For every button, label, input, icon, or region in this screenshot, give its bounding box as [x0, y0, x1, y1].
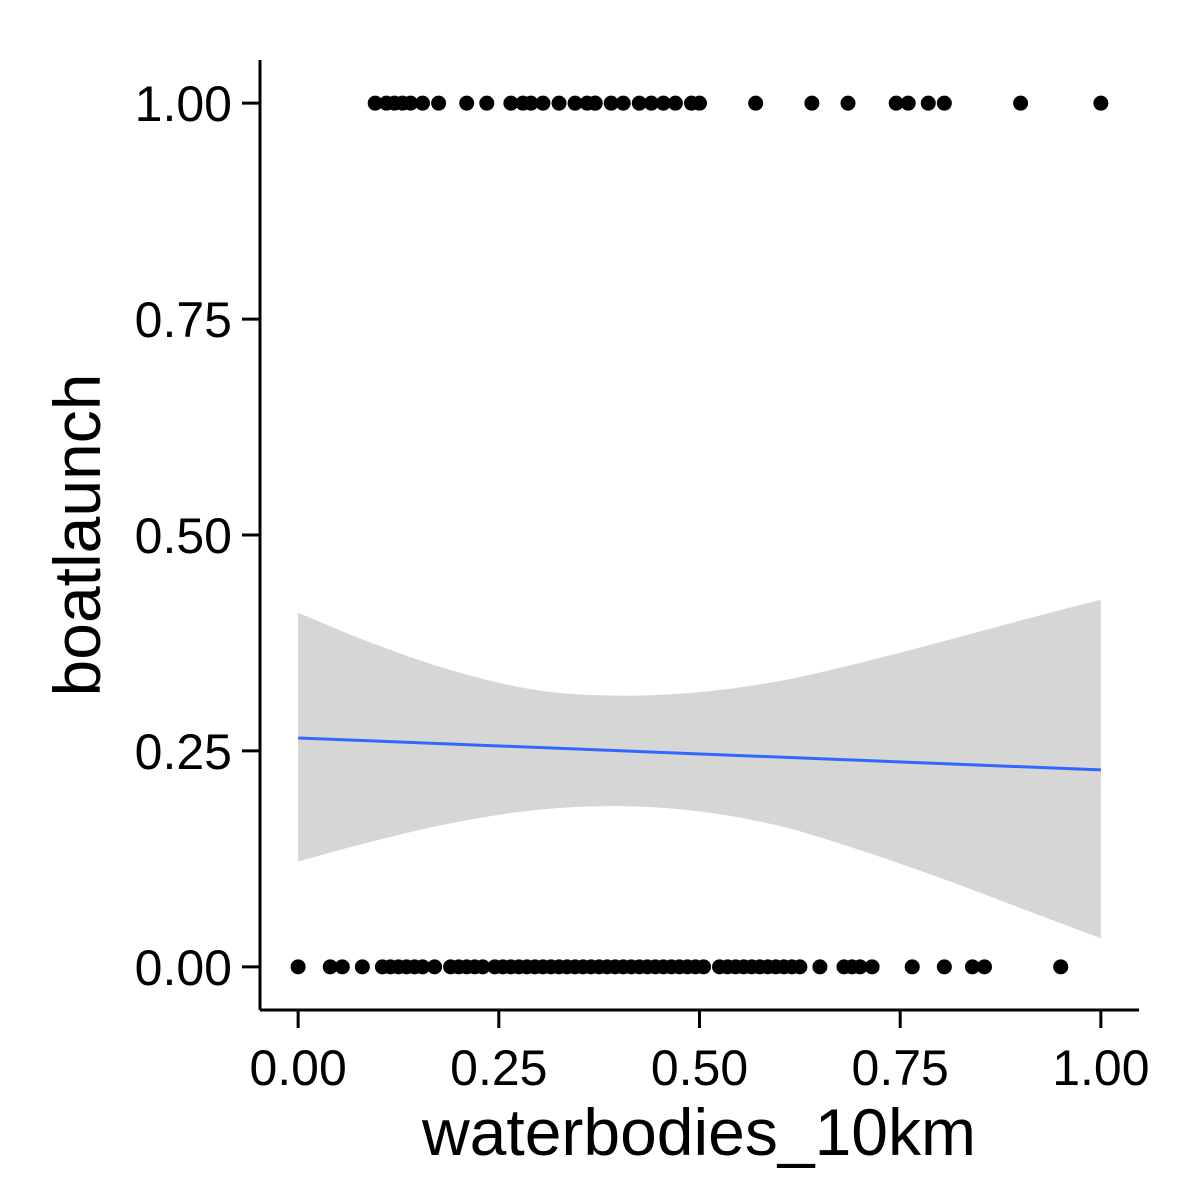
data-point [748, 95, 764, 111]
confidence-band [298, 599, 1101, 939]
data-point [904, 959, 920, 975]
regression-line [298, 736, 1101, 772]
data-point [322, 959, 338, 975]
confidence-band-layer [298, 599, 1101, 939]
x-tick-label: 0.25 [450, 1040, 547, 1096]
data-point [655, 95, 671, 111]
data-point [1013, 95, 1029, 111]
points-layer [290, 95, 1109, 975]
data-point [535, 95, 551, 111]
x-ticks-layer: 0.00 0.25 0.50 0.75 1.00 [249, 1010, 1150, 1096]
data-point [603, 95, 619, 111]
data-point [976, 959, 992, 975]
data-point [920, 95, 936, 111]
data-point [804, 95, 820, 111]
data-point [936, 959, 952, 975]
data-point [334, 959, 350, 975]
data-point [403, 95, 419, 111]
y-tick-label: 0.75 [135, 292, 232, 348]
x-tick-label: 0.75 [852, 1040, 949, 1096]
data-point [567, 95, 583, 111]
x-axis-title: waterbodies_10km [421, 1095, 976, 1169]
data-point [415, 95, 431, 111]
x-tick-label: 0.00 [249, 1040, 346, 1096]
data-point [523, 95, 539, 111]
data-point [936, 95, 952, 111]
data-point [587, 95, 603, 111]
y-tick-label: 0.25 [135, 724, 232, 780]
y-tick-label: 1.00 [135, 76, 232, 132]
data-point [667, 95, 683, 111]
data-point [479, 95, 495, 111]
data-point [290, 959, 306, 975]
y-ticks-layer: 0.00 0.25 0.50 0.75 1.00 [135, 76, 260, 996]
data-point [840, 95, 856, 111]
data-point [696, 959, 712, 975]
data-point [852, 959, 868, 975]
data-point [475, 959, 491, 975]
data-point [1053, 959, 1069, 975]
data-point [683, 95, 699, 111]
data-point [643, 95, 659, 111]
data-point [415, 959, 431, 975]
data-point [900, 95, 916, 111]
data-point [888, 95, 904, 111]
data-point [812, 959, 828, 975]
x-tick-label: 0.50 [651, 1040, 748, 1096]
data-point [354, 959, 370, 975]
data-point [551, 95, 567, 111]
data-point [431, 95, 447, 111]
data-point [459, 95, 475, 111]
y-tick-label: 0.50 [135, 508, 232, 564]
data-point [1093, 95, 1109, 111]
y-tick-label: 0.00 [135, 940, 232, 996]
y-axis-title: boatlaunch [40, 374, 114, 697]
x-tick-label: 1.00 [1052, 1040, 1149, 1096]
data-point [427, 959, 443, 975]
data-point [864, 959, 880, 975]
data-point [615, 95, 631, 111]
fit-line-layer [298, 736, 1101, 772]
data-point [792, 959, 808, 975]
data-point [503, 95, 519, 111]
data-point [964, 959, 980, 975]
data-point [367, 95, 383, 111]
data-point [631, 95, 647, 111]
